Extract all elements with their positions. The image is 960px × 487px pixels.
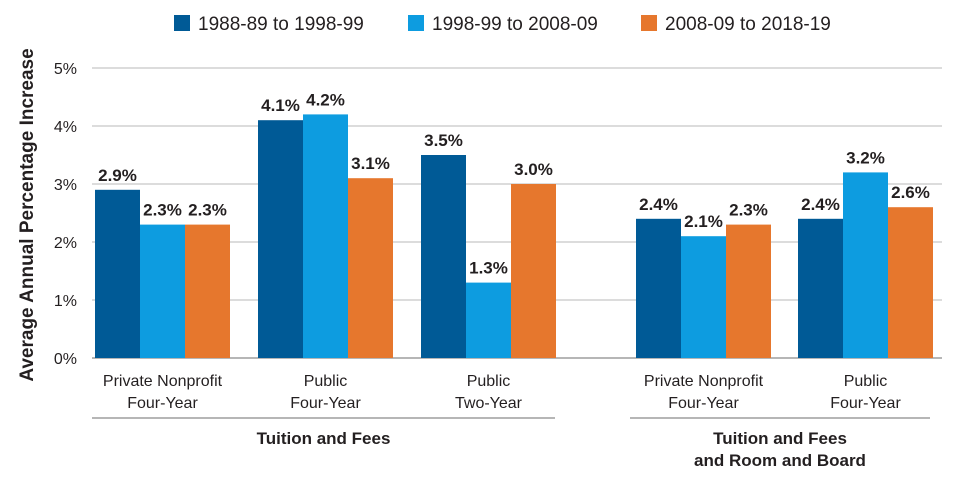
bar	[843, 172, 888, 358]
data-label: 2.9%	[98, 166, 137, 185]
category-label: Four-Year	[830, 395, 901, 412]
data-label: 3.2%	[846, 148, 885, 167]
group-labels: Tuition and Fees Tuition and Fees and Room…	[92, 417, 930, 470]
category-label: Private Nonprofit	[103, 373, 223, 390]
y-axis-label: Average Annual Percentage Increase	[17, 48, 38, 381]
bar	[726, 224, 771, 358]
y-tick-label: 4%	[54, 119, 77, 136]
bar	[303, 114, 348, 359]
data-label: 3.5%	[424, 131, 463, 150]
bar	[888, 207, 933, 358]
data-label: 2.1%	[684, 212, 723, 231]
legend-label: 1998-99 to 2008-09	[432, 14, 598, 35]
category-label: Four-Year	[127, 395, 198, 412]
legend-swatch	[641, 15, 657, 31]
y-tick-label: 1%	[54, 293, 77, 310]
bar	[636, 218, 681, 358]
category-label: Private Nonprofit	[644, 373, 764, 390]
data-label: 1.3%	[469, 259, 508, 278]
bar	[348, 178, 393, 358]
legend-swatch	[408, 15, 424, 31]
category-label: Two-Year	[455, 395, 523, 412]
y-tick-label: 5%	[54, 61, 77, 78]
bar	[421, 155, 466, 358]
legend-label: 1988-89 to 1998-99	[198, 14, 364, 35]
bar	[258, 120, 303, 358]
category-label: Public	[844, 373, 888, 390]
bar	[466, 282, 511, 358]
category-label: Public	[304, 373, 348, 390]
y-axis-ticks: 0% 1% 2% 3% 4% 5%	[54, 61, 77, 368]
data-label: 2.6%	[891, 183, 930, 202]
y-tick-label: 2%	[54, 235, 77, 252]
category-label: Four-Year	[290, 395, 361, 412]
bars	[95, 114, 933, 359]
bar	[185, 224, 230, 358]
data-label: 4.2%	[306, 90, 345, 109]
legend-swatch	[174, 15, 190, 31]
bar	[798, 218, 843, 358]
data-label: 2.3%	[729, 201, 768, 220]
data-labels: 2.9% 4.1% 3.5% 2.4% 2.4% 2.3% 4.2% 1.3% 2.1% 3.2%…	[98, 90, 930, 277]
legend: 1988-89 to 1998-99 1998-99 to 2008-09 2008…	[174, 14, 831, 35]
bar	[681, 236, 726, 358]
group-label: Tuition and Fees	[257, 429, 391, 448]
data-label: 3.1%	[351, 154, 390, 173]
y-tick-label: 3%	[54, 177, 77, 194]
data-label: 2.4%	[801, 195, 840, 214]
group-label: and Room and Board	[694, 451, 866, 470]
category-label: Public	[467, 373, 511, 390]
bar	[95, 189, 140, 358]
bar	[511, 184, 556, 358]
legend-label: 2008-09 to 2018-19	[665, 14, 831, 35]
data-label: 3.0%	[514, 160, 553, 179]
bar	[140, 224, 185, 358]
data-label: 2.3%	[188, 201, 227, 220]
group-label: Tuition and Fees	[713, 429, 847, 448]
data-label: 2.4%	[639, 195, 678, 214]
y-tick-label: 0%	[54, 351, 77, 368]
data-label: 4.1%	[261, 96, 300, 115]
category-label: Four-Year	[668, 395, 739, 412]
category-labels: Private Nonprofit Four-Year Public Four-Yea…	[103, 373, 902, 412]
data-label: 2.3%	[143, 201, 182, 220]
